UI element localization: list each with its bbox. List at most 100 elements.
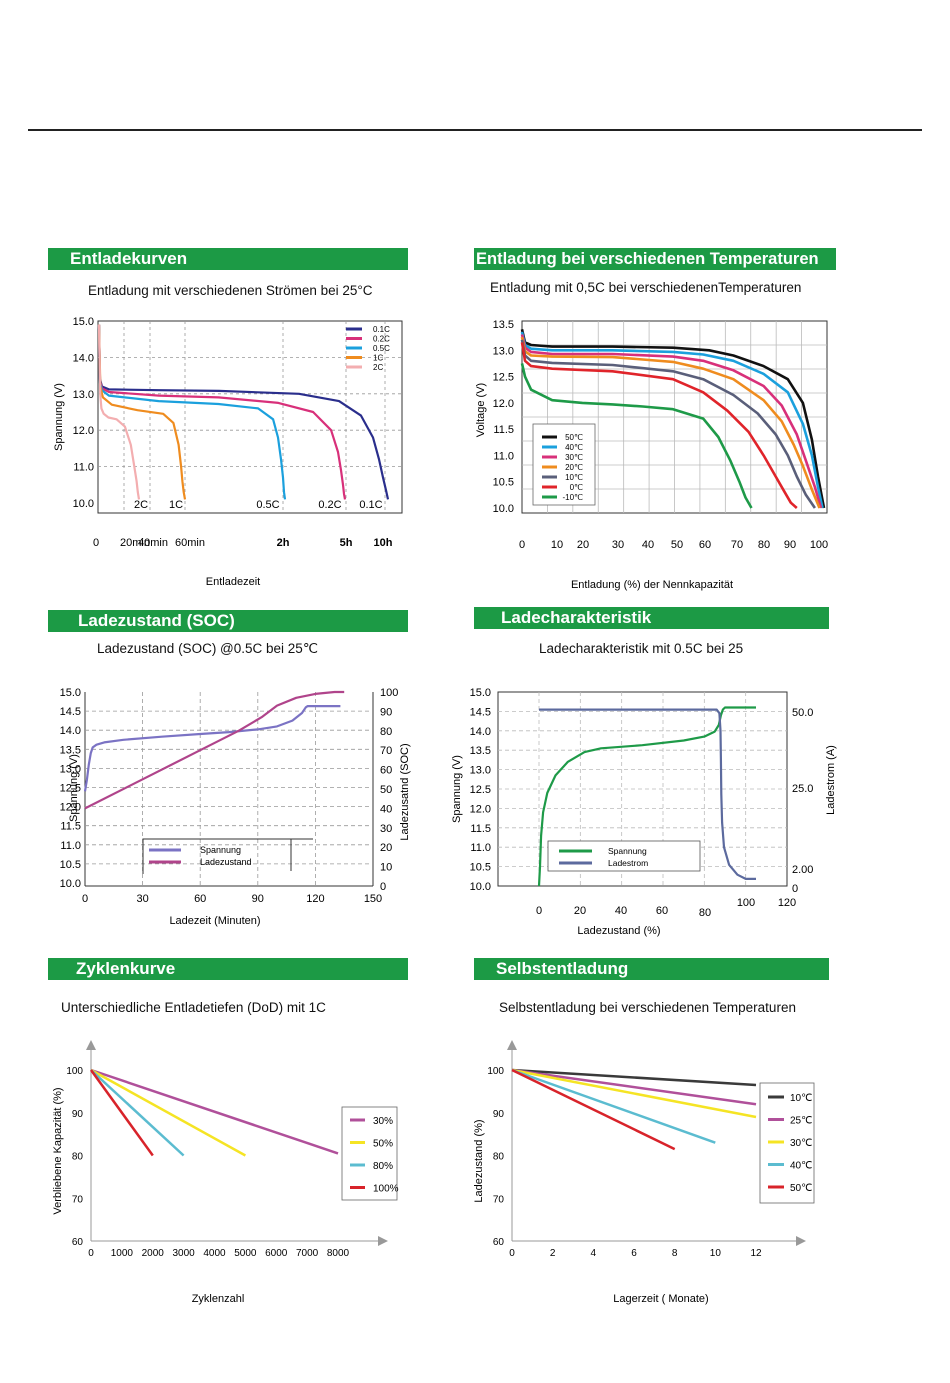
x-tick-label: 80 [758, 539, 770, 551]
series-line [520, 329, 826, 509]
legend-label: 100% [373, 1184, 399, 1195]
panel-header: Zyklenkurve [48, 958, 408, 980]
legend-label: Ladestrom [608, 858, 648, 868]
legend-label: 50℃ [790, 1183, 812, 1194]
top-rule [28, 129, 922, 131]
y-tick-label: 100 [66, 1066, 83, 1077]
y-tick-label: 80 [72, 1152, 84, 1163]
series-line [520, 331, 824, 509]
y-tick-label: 15.0 [470, 687, 491, 699]
legend-label: 1C [373, 354, 383, 363]
legend-label: 25℃ [790, 1116, 812, 1127]
y2-tick-label: 80 [380, 726, 392, 738]
x-tick-label: 150 [364, 893, 382, 905]
legend-label: 0.1C [373, 325, 390, 334]
chart-title: Ladecharakteristik mit 0.5C bei 25 [539, 641, 744, 656]
x-tick-label: 30 [136, 893, 148, 905]
x-tick-label: 3000 [173, 1248, 196, 1259]
y-tick-label: 14.0 [470, 726, 491, 738]
y-tick-label: 13.5 [60, 744, 81, 756]
legend-label: 40℃ [565, 443, 583, 452]
y-tick-label: 13.0 [60, 763, 81, 775]
series-line [511, 1068, 757, 1087]
x-tick-label: 40 [642, 539, 654, 551]
legend-label: 80% [373, 1161, 393, 1172]
y2-tick-label: 50.0 [792, 707, 813, 719]
x-tick-label: 0 [519, 539, 525, 551]
series-line [520, 339, 816, 509]
series-inline-label: 0.5C [256, 499, 279, 511]
y-tick-label: 60 [72, 1237, 84, 1248]
legend-label: Ladezustand [200, 857, 252, 867]
series-line [520, 363, 753, 509]
legend-label: Spannung [608, 846, 647, 856]
y-tick-label: 10.0 [470, 881, 491, 893]
x-tick-label: 0 [82, 893, 88, 905]
x-tick-label: 12 [750, 1248, 762, 1259]
x-tick-label: 1000 [111, 1248, 134, 1259]
y-tick-label: 12.0 [73, 425, 94, 437]
series-line [511, 1068, 757, 1119]
y-tick-label: 12.5 [470, 784, 491, 796]
chart-title: Entladung mit 0,5C bei verschiedenenTemp… [490, 280, 802, 295]
y-tick-label: 11.5 [470, 823, 491, 835]
y-tick-label: 100 [487, 1066, 504, 1077]
y-tick-label: 11.5 [493, 424, 514, 436]
x-tick-label: 4 [591, 1248, 597, 1259]
x-tick-label: 10h [374, 537, 393, 549]
x-tick-label: 60 [656, 905, 668, 917]
series-line [511, 1068, 716, 1144]
legend-label: 0℃ [570, 483, 583, 492]
y2-tick-label: 25.0 [792, 783, 813, 795]
legend-label: Spannung [200, 845, 241, 855]
y-tick-label: 13.0 [73, 389, 94, 401]
y-tick-label: 15.0 [60, 687, 81, 699]
panel-header: Entladekurven [48, 248, 408, 270]
y2-tick-label: 0 [792, 883, 798, 895]
x-axis-label: Zyklenzahl [192, 1293, 245, 1305]
x-tick-label: 10 [551, 539, 563, 551]
y2-axis-label: Ladestrom (A) [825, 745, 837, 815]
series-line [97, 324, 347, 500]
panel-header: Selbstentladung [474, 958, 829, 980]
legend-label: -10℃ [562, 493, 583, 502]
x-tick-label: 120 [306, 893, 324, 905]
series-line [97, 324, 390, 500]
x-axis-label: Ladezustand (%) [577, 925, 660, 937]
legend-frame [142, 838, 313, 874]
series-line [84, 690, 345, 810]
x-tick-label: 0 [509, 1248, 515, 1259]
y-tick-label: 11.0 [470, 842, 491, 854]
x-axis-label: Entladezeit [206, 576, 260, 588]
y-axis-label: Verbliebene Kapazität (%) [52, 1087, 64, 1214]
panel-header: Entladung bei verschiedenen Temperaturen [474, 248, 836, 270]
legend-label: 20℃ [565, 463, 583, 472]
x-tick-label: 8000 [327, 1248, 350, 1259]
legend-label: 0.2C [373, 335, 390, 344]
legend-box [547, 840, 701, 872]
y-tick-label: 60 [493, 1237, 505, 1248]
x-tick-label: 60min [175, 537, 205, 549]
x-axis-label: Entladung (%) der Nennkapazität [571, 579, 733, 591]
y2-tick-label: 90 [380, 706, 392, 718]
y-tick-label: 12.0 [493, 398, 514, 410]
x-tick-label: 20 [577, 539, 589, 551]
legend-label: 40℃ [790, 1161, 812, 1172]
x-tick-label: 30 [612, 539, 624, 551]
y-axis-label: Spannung (V) [451, 755, 463, 823]
y2-tick-label: 2.00 [792, 864, 813, 876]
x-tick-label: 2000 [142, 1248, 165, 1259]
y-tick-label: 90 [493, 1109, 505, 1120]
y-axis-label: Ladezustand (%) [473, 1119, 485, 1202]
series-line [520, 336, 821, 509]
y-tick-label: 10.5 [470, 862, 491, 874]
series-line [97, 324, 141, 500]
y-tick-label: 11.0 [73, 462, 94, 474]
y-tick-label: 80 [493, 1152, 505, 1163]
series-line [97, 324, 187, 500]
x-tick-label: 50 [671, 539, 683, 551]
